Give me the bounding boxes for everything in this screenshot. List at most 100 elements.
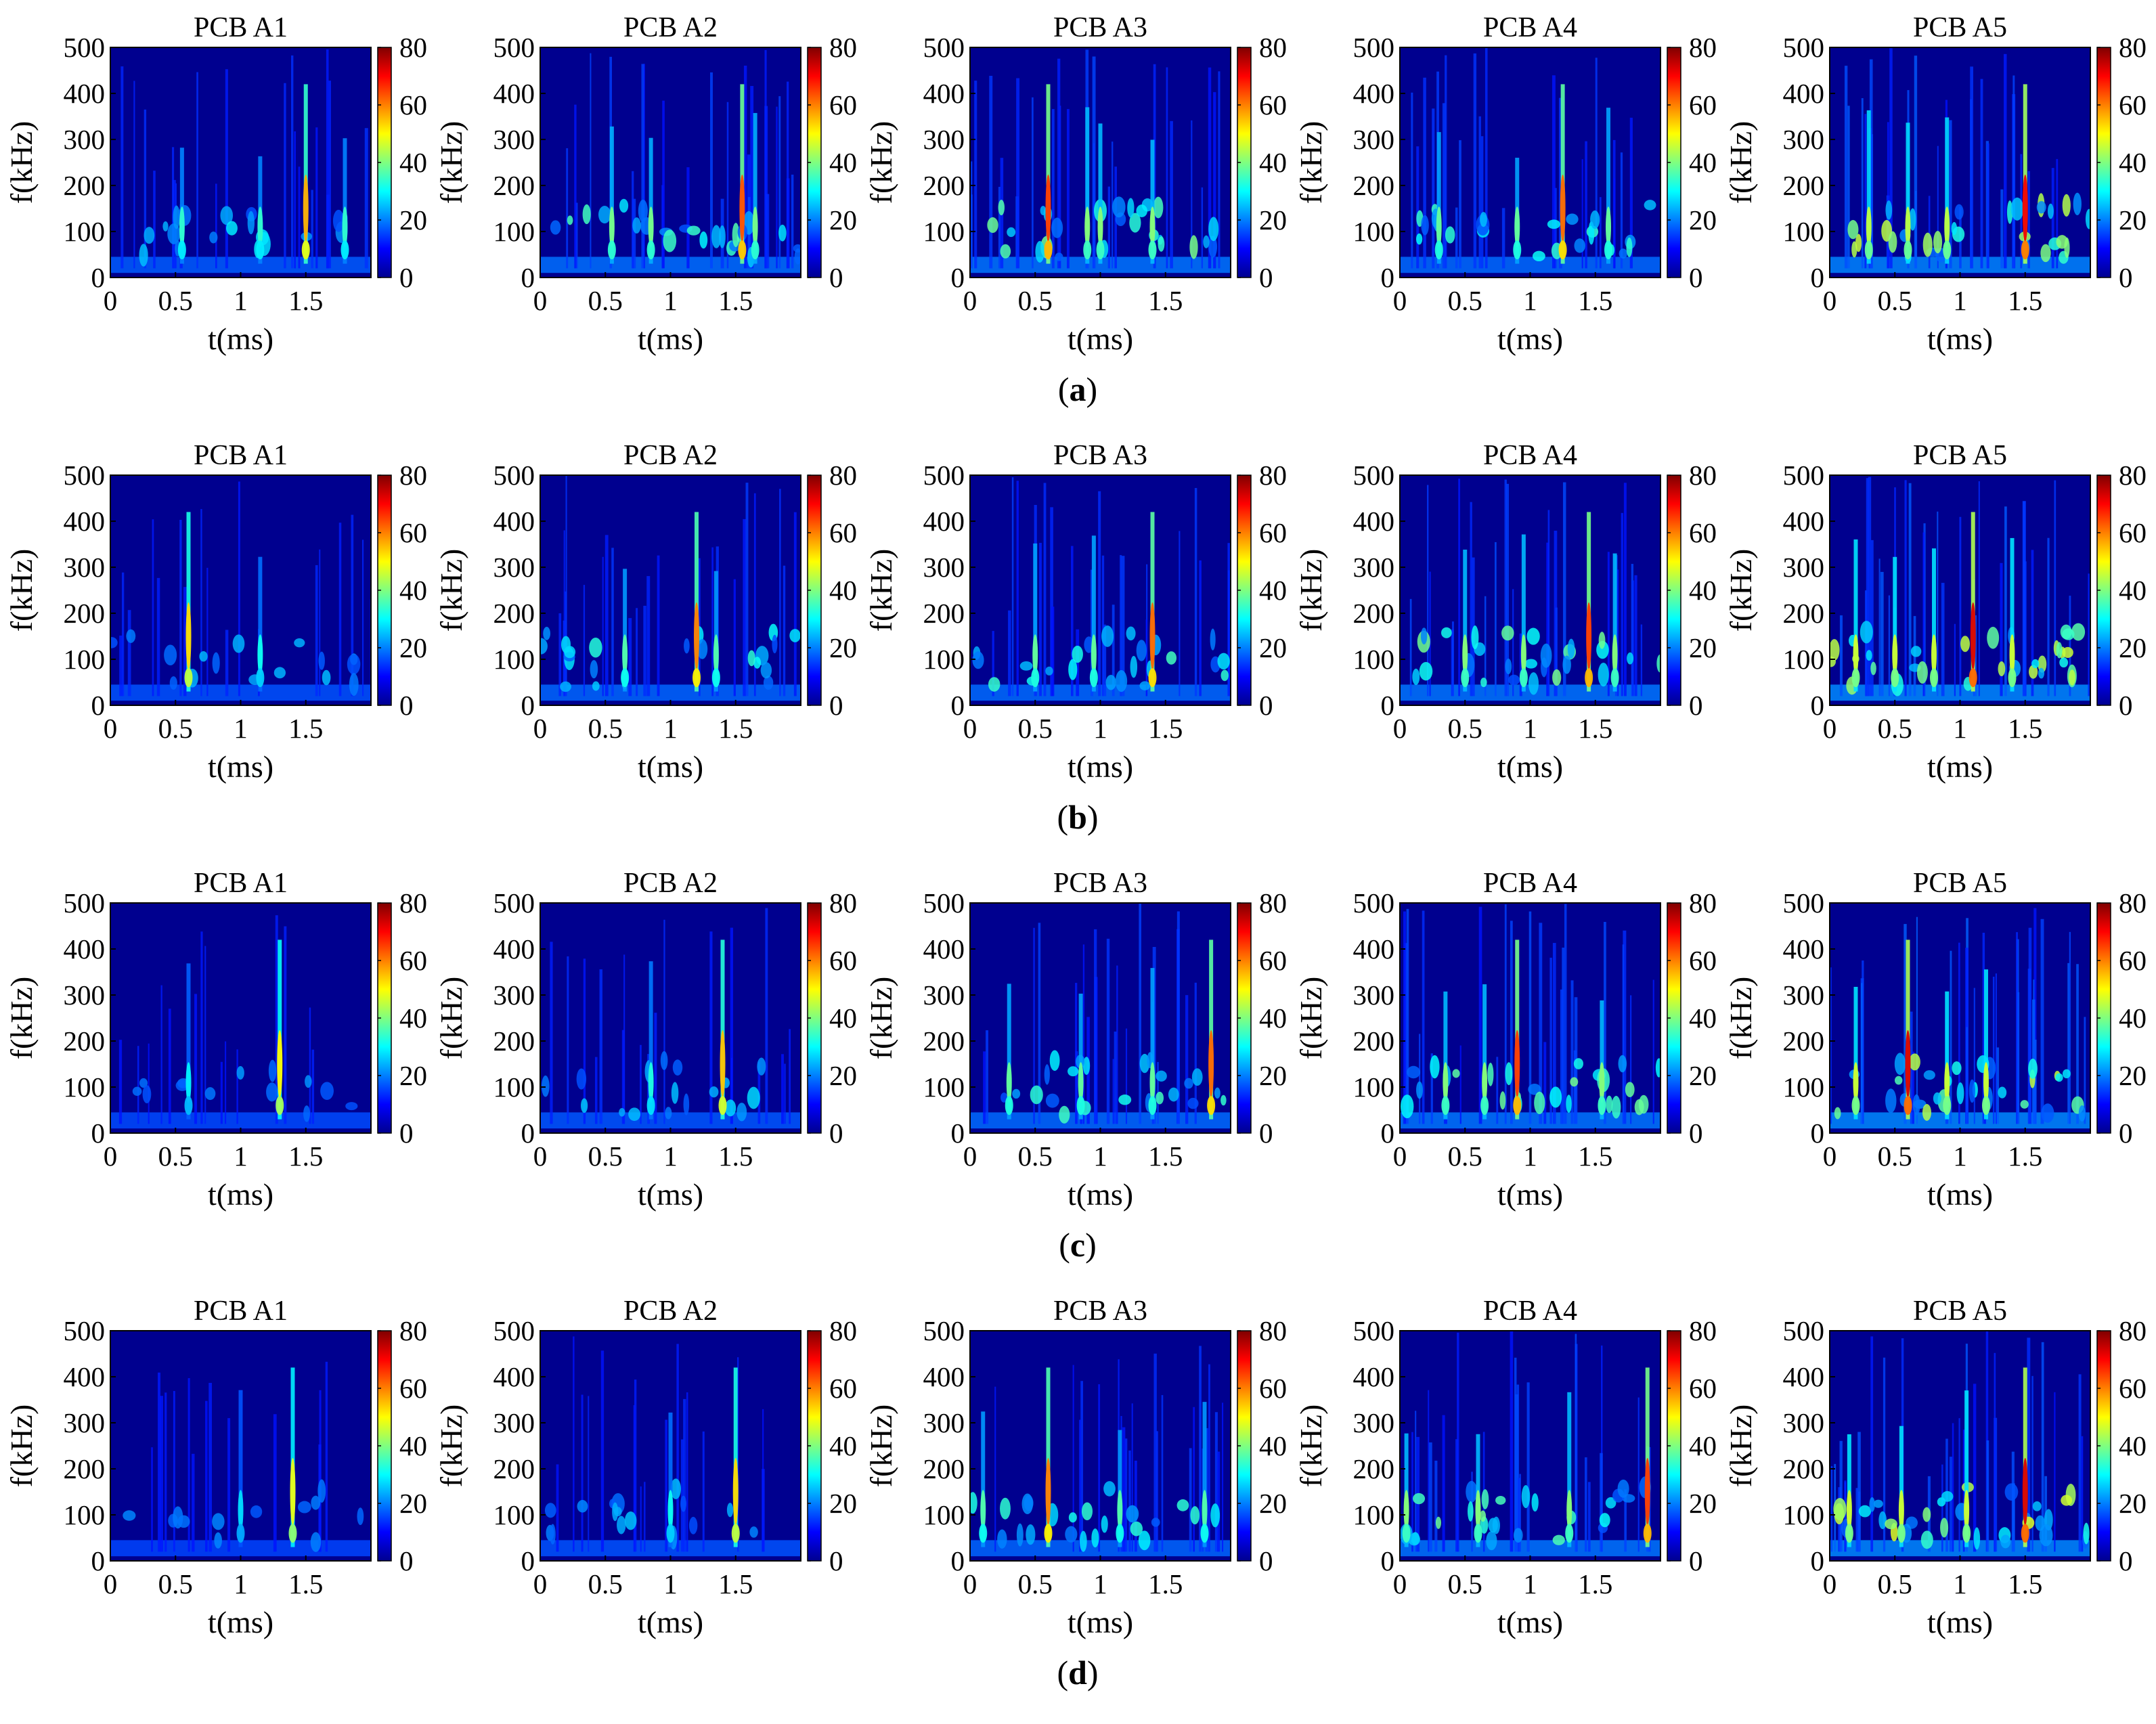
energy-blob	[1526, 627, 1540, 645]
energy-blob	[2031, 659, 2040, 669]
energy-blob	[1855, 234, 1862, 252]
background-streak	[556, 1464, 559, 1552]
colorbar-tick-label: 60	[399, 89, 427, 120]
energy-blob	[665, 1107, 672, 1120]
background-streak	[1134, 1460, 1137, 1552]
background-streak	[1600, 1453, 1603, 1552]
x-tick-label: 0.5	[1018, 713, 1053, 744]
energy-blob	[1570, 1077, 1579, 1087]
energy-blob	[1834, 1107, 1841, 1120]
x-tick-label: 0.5	[158, 1141, 193, 1172]
energy-blob	[318, 651, 325, 670]
y-axis-label: f(kHz)	[864, 121, 898, 204]
energy-blob	[726, 1503, 734, 1518]
background-streak	[1185, 995, 1189, 1124]
energy-blob	[1035, 240, 1044, 263]
y-tick-label: 100	[493, 216, 535, 247]
peak-core	[1944, 206, 1950, 248]
background-streak	[623, 954, 625, 1124]
background-streak	[1411, 92, 1413, 269]
background-streak	[2076, 964, 2079, 1124]
background-streak	[1904, 480, 1907, 697]
colorbar-tick-label: 60	[829, 89, 857, 120]
x-tick-label: 1.5	[1148, 1141, 1183, 1172]
background-streak	[2016, 932, 2019, 1124]
background-streak	[121, 572, 125, 697]
background-streak	[730, 927, 734, 1124]
background-streak	[2013, 200, 2015, 269]
y-tick-label: 400	[64, 78, 106, 109]
energy-blob	[1940, 1518, 1949, 1538]
peak-streak	[1443, 991, 1448, 1120]
background-streak	[1519, 633, 1522, 697]
y-tick-label: 400	[923, 933, 965, 965]
energy-blob	[1081, 1502, 1093, 1520]
background-streak	[1978, 481, 1980, 697]
background-streak	[1166, 67, 1168, 269]
peak-streak	[1482, 984, 1487, 1120]
heatmap-field	[1400, 479, 1660, 701]
background-streak	[1112, 604, 1115, 697]
peak-core	[1931, 634, 1937, 676]
background-streak	[1415, 1411, 1417, 1552]
peak-core	[1898, 1490, 1904, 1531]
peak-core	[713, 634, 719, 676]
x-axis-label: t(ms)	[1497, 1605, 1563, 1639]
energy-blob	[1619, 248, 1627, 259]
y-tick-label: 500	[64, 460, 106, 491]
background-streak	[575, 202, 578, 269]
background-streak	[594, 1057, 598, 1124]
peak-core	[342, 206, 348, 248]
energy-blob	[1960, 636, 1971, 653]
energy-blob	[686, 225, 701, 236]
peak-streak	[1893, 556, 1897, 692]
peak-core	[720, 1030, 726, 1098]
energy-blob	[1574, 238, 1585, 253]
energy-blob	[1007, 227, 1016, 238]
colorbar-tick-label: 20	[399, 1488, 427, 1519]
background-streak	[2012, 75, 2015, 269]
background-streak	[1617, 569, 1619, 697]
low-frequency-band	[110, 684, 371, 701]
background-streak	[1941, 583, 1945, 697]
background-streak	[351, 514, 354, 697]
y-tick-label: 100	[923, 1499, 965, 1530]
y-tick-label: 300	[1783, 979, 1825, 1011]
y-tick-label: 400	[1783, 78, 1825, 109]
y-tick-label: 400	[493, 1361, 535, 1392]
background-streak	[1623, 483, 1627, 697]
energy-blob	[1870, 661, 1876, 676]
peak-streak	[1202, 1402, 1207, 1547]
background-streak	[1442, 1415, 1445, 1552]
background-streak	[1889, 48, 1893, 269]
peak-streak	[753, 112, 757, 264]
peak-streak	[1150, 968, 1155, 1120]
background-streak	[2054, 1392, 2056, 1552]
background-streak	[1428, 1442, 1432, 1552]
energy-blob	[672, 1059, 683, 1076]
background-streak	[791, 175, 794, 269]
background-streak	[1445, 55, 1447, 269]
peak-streak	[1521, 534, 1526, 692]
x-tick-label: 0	[1823, 285, 1837, 316]
colorbar-tick-label: 20	[829, 1060, 857, 1091]
colorbar-tick-label: 20	[2119, 1488, 2147, 1519]
background-streak	[2081, 1436, 2084, 1552]
y-tick-label: 500	[493, 460, 535, 491]
energy-blob	[598, 205, 611, 224]
energy-blob	[619, 198, 629, 213]
energy-blob	[2062, 628, 2075, 640]
background-streak	[1120, 555, 1122, 697]
panel-r4-c2: PCB A20 0.5 1 1.50100200300400500t(ms)f(kHz…	[434, 1296, 857, 1639]
background-streak	[1051, 109, 1055, 269]
colorbar-tick-label: 0	[1689, 262, 1703, 293]
background-streak	[1839, 615, 1843, 697]
background-streak	[784, 1063, 786, 1124]
x-tick-label: 1.5	[718, 1568, 753, 1599]
energy-blob	[1956, 1082, 1964, 1105]
background-streak	[743, 65, 747, 269]
background-streak	[1621, 512, 1623, 697]
energy-blob	[1534, 1091, 1545, 1115]
energy-blob	[310, 1532, 322, 1552]
energy-blob	[1153, 196, 1164, 219]
